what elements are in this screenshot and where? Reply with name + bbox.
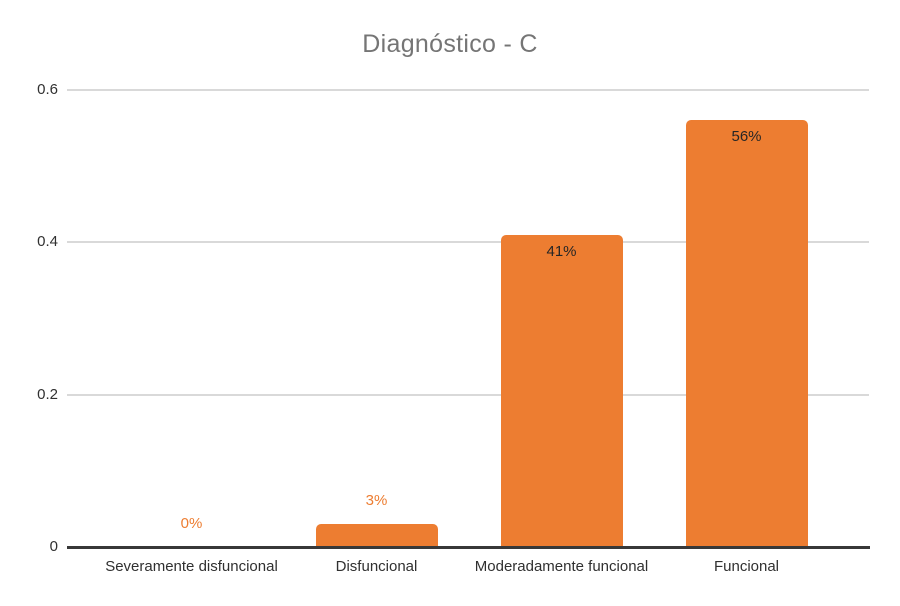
category-label-moderadamente-funcional: Moderadamente funcional [474,558,649,575]
bar-disfuncional[interactable] [315,524,438,547]
value-label-moderadamente-funcional: 41% [546,242,577,260]
x-axis-line [67,546,870,549]
y-tick-label: 0.6 [37,81,58,98]
value-label-funcional: 56% [731,128,762,146]
value-label-severamente-disfuncional: 0% [180,515,203,532]
y-tick-label: 0.2 [37,385,58,403]
bar-funcional[interactable] [685,120,808,547]
category-label-funcional: Funcional [713,558,780,575]
value-label-disfuncional: 3% [365,492,388,510]
y-tick-label: 0.4 [37,233,58,251]
bar-moderadamente-funcional[interactable] [500,234,623,547]
category-label-disfuncional: Disfuncional [335,558,418,575]
gridline [67,241,869,244]
gridline [67,89,869,91]
y-tick-label: 0 [49,538,58,555]
chart-title: Diagnóstico - C [362,30,538,58]
category-label-severamente-disfuncional: Severamente disfuncional [105,558,278,575]
gridline [67,393,869,396]
